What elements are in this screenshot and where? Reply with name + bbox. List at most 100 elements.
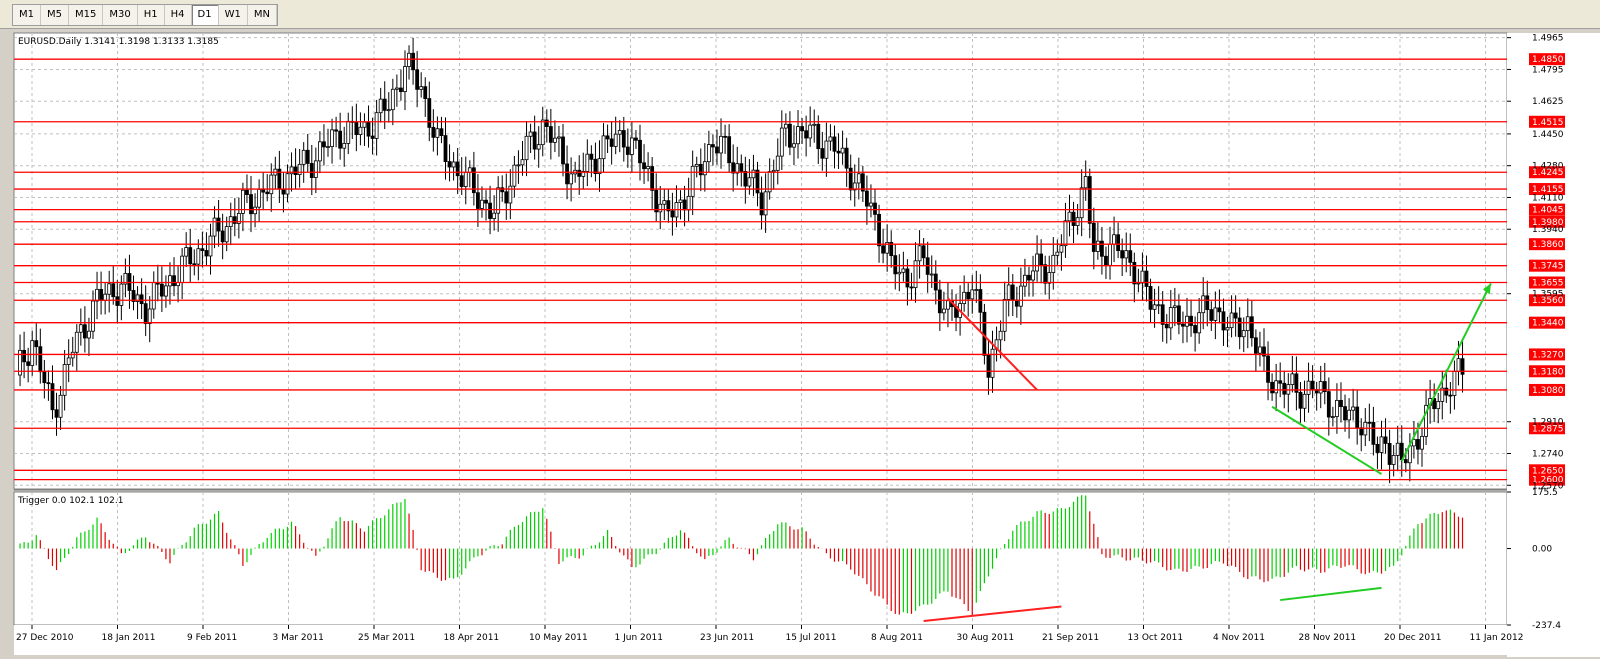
candle-body (220, 230, 225, 243)
level-price-tag-text: 1.4245 (1532, 168, 1564, 178)
candle-body (249, 194, 253, 215)
level-price-tag-text: 1.4155 (1532, 185, 1564, 195)
indicator-pane-background (13, 491, 1508, 626)
candle-body (216, 217, 221, 232)
candle-body (269, 174, 274, 195)
candle-body (95, 288, 99, 302)
candle-body (715, 146, 719, 154)
candle-body (322, 141, 326, 148)
candle-body (581, 170, 586, 177)
candle-body (565, 163, 569, 185)
indicator-trendline-red[interactable] (923, 605, 1062, 623)
indicator-axis-label: -237.4 (1532, 621, 1561, 631)
candle-body (629, 137, 634, 155)
candle-body (1031, 270, 1035, 281)
candle-body (196, 248, 201, 265)
price-chart-svg[interactable]: 1.4850 1.4515 1.4245 1.4155 1.4045 1.3980 1.38… (10, 29, 1600, 659)
candle-body (901, 268, 906, 273)
candle-body (245, 189, 249, 195)
candle-body (46, 382, 51, 385)
candle-body (646, 166, 650, 170)
candle-body (613, 133, 618, 147)
timeframe-button-m5[interactable]: M5 (41, 5, 69, 25)
candle-body (1416, 439, 1420, 450)
candle-body (301, 149, 306, 165)
timeframe-button-mn[interactable]: MN (248, 5, 277, 25)
candle-body (1213, 307, 1218, 321)
time-axis-label: 21 Sep 2011 (1042, 633, 1099, 643)
candle-body (1055, 251, 1060, 256)
level-price-tag (1529, 422, 1565, 435)
candle-body (378, 98, 383, 114)
candle-body (354, 121, 359, 135)
time-axis-label: 10 May 2011 (529, 633, 588, 643)
candle-body (1383, 436, 1388, 444)
candle-body (1270, 381, 1274, 394)
candle-body (779, 127, 784, 157)
candle-body (1245, 316, 1250, 331)
candle-body (666, 200, 671, 212)
candle-body (1448, 394, 1453, 397)
candle-body (1420, 435, 1424, 450)
candle-body (828, 136, 833, 142)
candle-body (123, 273, 128, 285)
candle-body (159, 283, 164, 297)
candle-body (427, 98, 432, 128)
candle-body (293, 166, 298, 175)
candle-body (38, 346, 43, 373)
candle-body (1262, 346, 1266, 357)
candle-body (852, 182, 857, 191)
candle-body (638, 139, 642, 164)
candle-body (966, 291, 971, 300)
candle-body (1253, 337, 1258, 354)
candle-body (763, 191, 768, 216)
candle-body (1452, 371, 1457, 396)
candle-body (808, 124, 813, 139)
candle-body (103, 293, 108, 301)
timeframe-button-d1[interactable]: D1 (191, 5, 219, 25)
candle-body (1403, 459, 1408, 464)
candle-body (597, 158, 602, 174)
candle-body (686, 195, 691, 211)
level-price-tag (1529, 276, 1565, 289)
candle-body (881, 245, 886, 254)
level-price-tag-text: 1.3080 (1532, 386, 1564, 396)
price-axis-label: 1.4110 (1532, 193, 1564, 203)
candle-body (1144, 270, 1149, 287)
candle-body (236, 212, 241, 224)
candle-body (1027, 274, 1031, 281)
candle-body (66, 357, 71, 365)
level-price-tag (1529, 348, 1565, 361)
candle-body (50, 383, 55, 411)
timeframe-button-h1[interactable]: H1 (138, 5, 165, 25)
time-axis-label: 18 Jan 2011 (102, 633, 156, 643)
candle-body (1002, 298, 1007, 332)
candle-body (727, 136, 732, 164)
candle-body (561, 136, 565, 165)
timeframe-button-m30[interactable]: M30 (103, 5, 138, 25)
timeframe-button-w1[interactable]: W1 (219, 5, 248, 25)
candle-body (609, 138, 614, 147)
candle-body (893, 255, 898, 275)
time-axis-label: 25 Mar 2011 (358, 633, 415, 643)
candle-body (265, 191, 270, 195)
indicator-trendline-green[interactable] (1280, 586, 1382, 602)
candle-body (1347, 409, 1351, 421)
candle-body (1189, 315, 1193, 326)
candle-body (1168, 307, 1173, 329)
candle-body (1124, 250, 1129, 259)
trendline-green[interactable] (1271, 405, 1383, 475)
timeframe-button-m15[interactable]: M15 (69, 5, 104, 25)
candle-body (313, 160, 318, 178)
candle-body (1217, 307, 1222, 313)
trendline-red[interactable] (947, 297, 1038, 391)
candle-body (1116, 234, 1121, 252)
timeframe-button-h4[interactable]: H4 (165, 5, 192, 25)
trendline-green[interactable] (1400, 282, 1492, 462)
candle-body (358, 126, 363, 135)
candle-body (759, 192, 764, 216)
timeframe-button-m1[interactable]: M1 (13, 5, 41, 25)
candle-body (1018, 285, 1023, 307)
candle-body (889, 242, 894, 257)
candle-body (1391, 454, 1396, 465)
